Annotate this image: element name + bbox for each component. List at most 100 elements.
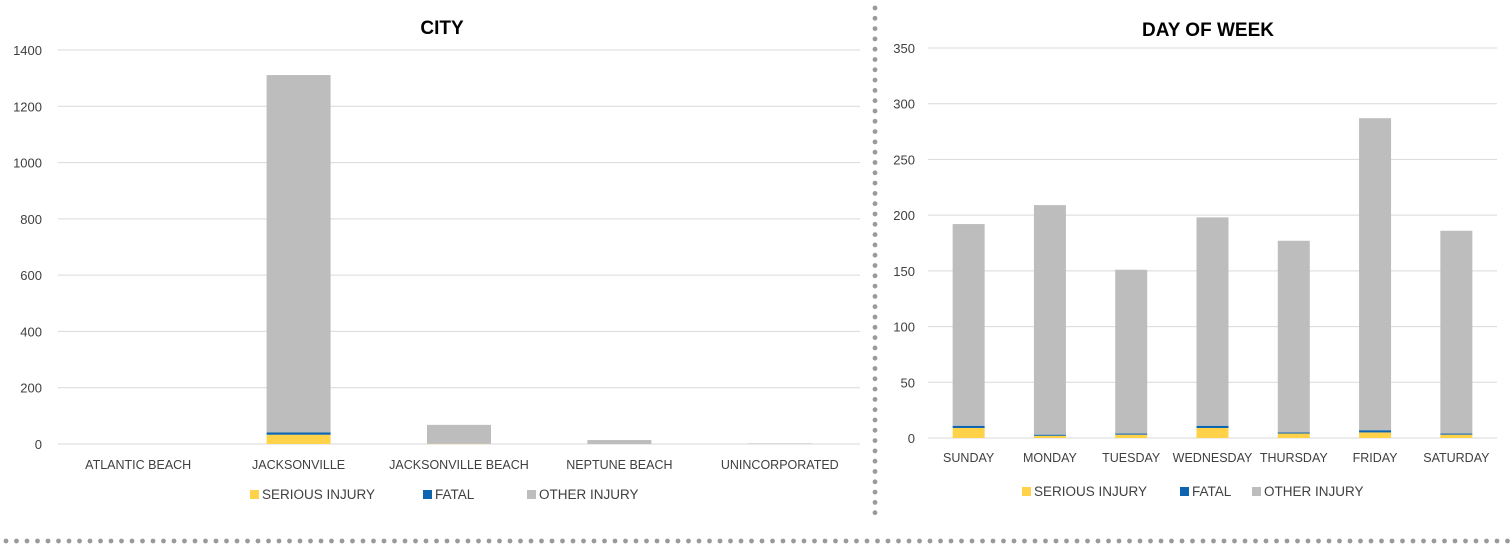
horizontal-divider-dot — [1295, 538, 1300, 544]
horizontal-divider-dot — [1211, 538, 1216, 544]
vertical-divider-dot — [872, 5, 878, 11]
horizontal-divider-dot — [150, 538, 156, 544]
city-bar-neptune-beach-other-injury — [587, 440, 652, 444]
day-of-week-bar-friday-fatal — [1359, 430, 1392, 433]
vertical-divider-dot — [872, 386, 878, 392]
day-of-week-bar-saturday-fatal — [1440, 433, 1473, 435]
vertical-divider-dot — [872, 160, 878, 165]
vertical-divider-dot — [872, 232, 878, 238]
horizontal-divider-dot — [1263, 538, 1269, 544]
horizontal-divider-dot — [1190, 538, 1195, 544]
horizontal-divider-dot — [1179, 538, 1185, 544]
vertical-divider-dot — [872, 242, 878, 248]
day-of-week-x-tick-label: FRIDAY — [1353, 451, 1399, 465]
city-y-tick-label: 200 — [20, 381, 42, 396]
vertical-divider-dot — [872, 180, 878, 186]
vertical-divider-dot — [872, 149, 878, 155]
day-of-week-chart-title: DAY OF WEEK — [1142, 20, 1274, 41]
city-legend-swatch-serious-injury — [250, 490, 259, 499]
day-of-week-x-tick-label: TUESDAY — [1102, 451, 1161, 465]
horizontal-divider-dot — [245, 538, 250, 544]
horizontal-divider-dot — [654, 538, 660, 544]
horizontal-divider-dot — [885, 538, 891, 544]
vertical-divider-dot — [872, 46, 878, 52]
horizontal-divider-dot — [360, 538, 366, 544]
horizontal-divider-dot — [1011, 538, 1017, 544]
horizontal-divider-dot — [171, 538, 177, 544]
day-of-week-y-tick-label: 350 — [893, 41, 915, 56]
day-of-week-bar-wednesday-other-injury — [1196, 217, 1229, 426]
vertical-divider-dot — [872, 458, 878, 464]
day-of-week-legend-swatch-serious-injury — [1022, 487, 1031, 496]
city-chart: CITY 0 200 400 600 800 1000 1200 1400 ATLANTIC … — [13, 18, 860, 502]
horizontal-divider-dot — [539, 538, 544, 544]
vertical-divider-dot — [872, 479, 878, 485]
horizontal-divider-dot — [980, 538, 985, 544]
day-of-week-legend-label: SERIOUS INJURY — [1034, 484, 1147, 499]
day-of-week-bar-thursday-serious-injury — [1277, 433, 1310, 438]
horizontal-divider-dot — [1389, 538, 1395, 544]
horizontal-divider-dot — [1253, 538, 1258, 544]
horizontal-divider-dot — [1326, 538, 1332, 544]
day-of-week-x-tick-label: THURSDAY — [1260, 451, 1328, 465]
horizontal-divider-dot — [371, 538, 376, 544]
day-of-week-bar-thursday-fatal — [1277, 432, 1310, 434]
horizontal-divider-dot — [665, 538, 670, 544]
day-of-week-bar-sunday-fatal — [952, 425, 985, 428]
horizontal-divider-dot — [801, 538, 807, 544]
city-legend: SERIOUS INJURY FATAL OTHER INJURY — [250, 487, 639, 502]
vertical-divider-dot — [872, 294, 878, 299]
vertical-divider-dot — [872, 427, 878, 433]
horizontal-divider-dot — [675, 538, 681, 544]
horizontal-divider-dot — [1368, 538, 1374, 544]
city-bar-unincorporated-other-injury — [747, 443, 812, 444]
horizontal-divider-dot — [465, 538, 471, 544]
day-of-week-bar-sunday-serious-injury — [952, 427, 985, 438]
day-of-week-y-tick-label: 200 — [893, 208, 915, 223]
vertical-divider-dot — [872, 417, 878, 423]
horizontal-divider-dot — [633, 538, 639, 544]
horizontal-divider-dot — [224, 538, 229, 544]
vertical-divider-dot — [872, 273, 878, 279]
day-of-week-bar-monday-other-injury — [1033, 205, 1066, 435]
vertical-divider-dot — [872, 139, 878, 145]
horizontal-divider-dot — [1127, 538, 1132, 544]
vertical-divider-dot — [872, 129, 878, 135]
horizontal-divider-dot — [969, 538, 975, 544]
vertical-divider-dot — [872, 170, 878, 176]
vertical-divider-dot — [872, 77, 878, 83]
horizontal-divider-dot — [392, 538, 397, 544]
horizontal-divider-dot — [161, 538, 166, 544]
horizontal-divider-dot — [906, 538, 912, 544]
horizontal-divider-dot — [1421, 538, 1426, 544]
city-y-tick-label: 0 — [35, 437, 42, 452]
horizontal-divider-dot — [182, 538, 187, 544]
day-of-week-chart: DAY OF WEEK 0 50 100 150 200 250 300 350 SUNDAY… — [893, 20, 1497, 499]
day-of-week-legend: SERIOUS INJURY FATAL OTHER INJURY — [1022, 484, 1364, 499]
city-legend-label: OTHER INJURY — [539, 487, 639, 502]
horizontal-divider-dot — [276, 538, 282, 544]
horizontal-divider-dot — [717, 538, 723, 544]
horizontal-divider-dot — [255, 538, 261, 544]
horizontal-divider-dot — [434, 538, 439, 544]
day-of-week-bar-tuesday-serious-injury — [1115, 434, 1148, 438]
horizontal-divider-dot — [308, 538, 313, 544]
city-bar-jacksonville-serious-injury — [266, 434, 331, 444]
vertical-divider-dot — [872, 448, 878, 454]
horizontal-divider-dot — [812, 538, 817, 544]
horizontal-divider-dot — [1074, 538, 1080, 544]
city-y-tick-label: 1400 — [13, 43, 42, 58]
vertical-divider-dot — [872, 26, 878, 31]
horizontal-divider-dot — [549, 538, 555, 544]
horizontal-divider-dot — [1043, 538, 1048, 544]
horizontal-divider-dot — [266, 538, 271, 544]
vertical-divider-dot — [872, 283, 878, 289]
horizontal-divider-dot — [56, 538, 61, 544]
horizontal-divider-dot — [644, 538, 649, 544]
horizontal-divider-dot — [35, 538, 40, 544]
day-of-week-bar-wednesday-serious-injury — [1196, 427, 1229, 438]
city-legend-label: FATAL — [435, 487, 475, 502]
vertical-divider-dot — [872, 335, 878, 340]
horizontal-divider-dot — [45, 538, 51, 544]
city-y-tick-label: 600 — [20, 268, 42, 283]
